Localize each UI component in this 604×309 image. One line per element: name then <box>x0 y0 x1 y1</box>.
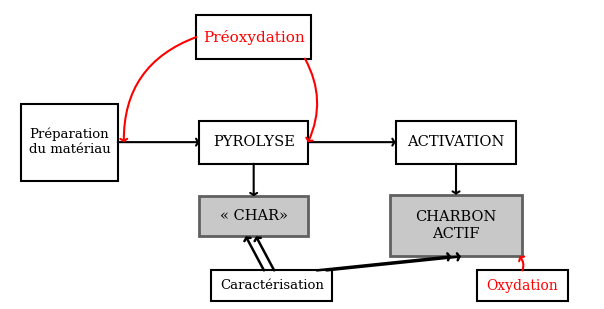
Text: Préoxydation: Préoxydation <box>203 30 304 44</box>
FancyBboxPatch shape <box>477 270 568 301</box>
Text: Préparation
du matériau: Préparation du matériau <box>28 128 111 156</box>
FancyBboxPatch shape <box>199 121 308 164</box>
FancyBboxPatch shape <box>196 15 311 59</box>
Text: ACTIVATION: ACTIVATION <box>407 135 505 149</box>
Text: Oxydation: Oxydation <box>487 279 558 293</box>
Text: PYROLYSE: PYROLYSE <box>213 135 295 149</box>
Text: Caractérisation: Caractérisation <box>220 279 324 292</box>
FancyBboxPatch shape <box>390 195 522 256</box>
Text: CHARBON
ACTIF: CHARBON ACTIF <box>416 210 496 241</box>
FancyBboxPatch shape <box>211 270 332 301</box>
FancyBboxPatch shape <box>396 121 516 164</box>
FancyBboxPatch shape <box>199 196 308 236</box>
Text: « CHAR»: « CHAR» <box>220 209 288 223</box>
FancyBboxPatch shape <box>21 104 118 181</box>
